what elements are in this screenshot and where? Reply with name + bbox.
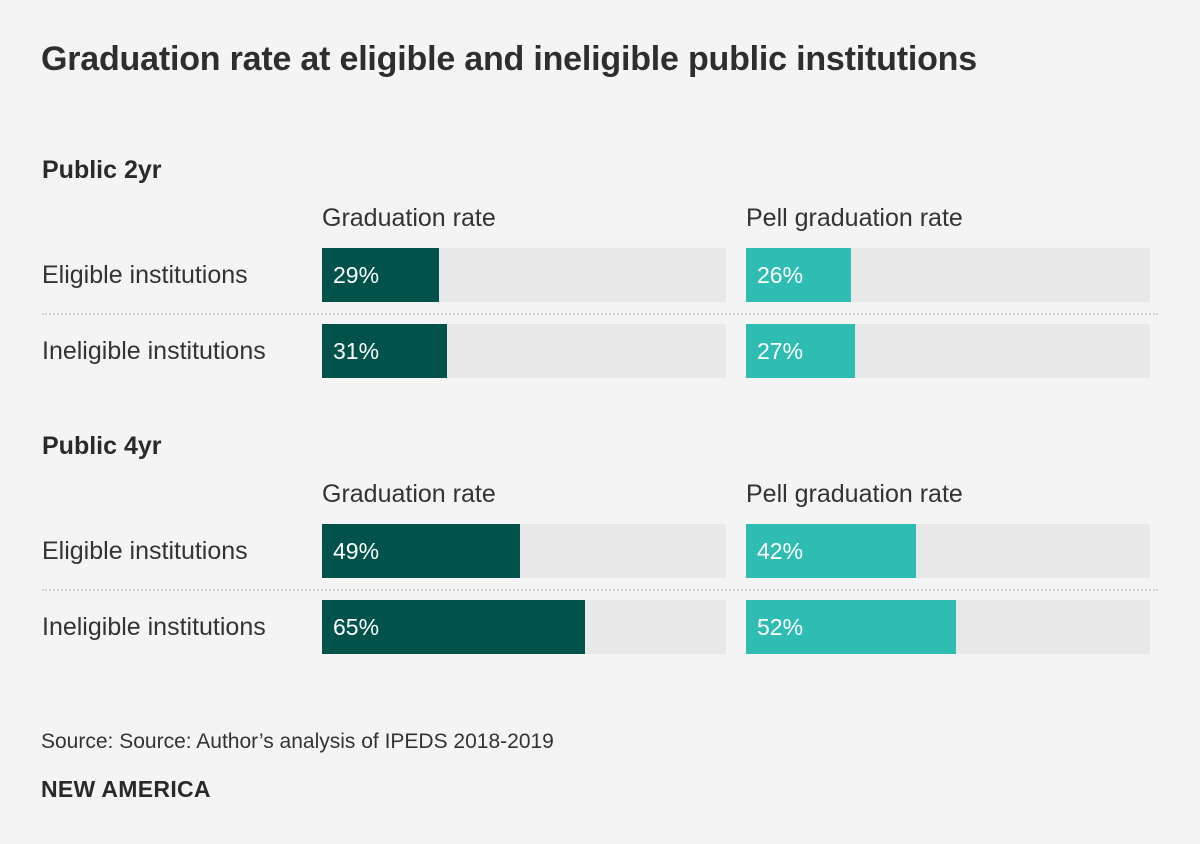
data-label: 26% [757,262,804,288]
bar-graduation-eligible-4yr [322,524,520,578]
bar-graduation-ineligible-4yr [322,600,585,654]
panel-title: Public 4yr [42,432,162,460]
row-divider [42,313,1158,315]
row-divider [42,589,1158,591]
panel-title: Public 2yr [42,156,162,184]
bar-track: 42% [746,524,1150,578]
bar-pell-ineligible-4yr [746,600,956,654]
row-label-eligible: Eligible institutions [42,537,248,565]
column-header-pell-graduation-rate: Pell graduation rate [746,480,963,508]
bar-track: 31% [322,324,726,378]
data-label: 31% [333,338,380,364]
bar-pell-ineligible-2yr [746,324,855,378]
bar-track: 29% [322,248,726,302]
column-header-graduation-rate: Graduation rate [322,480,496,508]
brand-logo-text: NEW AMERICA [41,776,211,802]
column-header-pell-graduation-rate: Pell graduation rate [746,204,963,232]
bar-pell-eligible-2yr [746,248,851,302]
bar-track: 26% [746,248,1150,302]
bar-pell-eligible-4yr [746,524,916,578]
chart-title: Graduation rate at eligible and ineligib… [41,40,977,78]
data-label: 52% [757,614,804,640]
row-label-ineligible: Ineligible institutions [42,337,266,365]
row-label-eligible: Eligible institutions [42,261,248,289]
data-label: 65% [333,614,380,640]
source-note: Source: Source: Author’s analysis of IPE… [41,730,554,753]
bar-graduation-eligible-2yr [322,248,439,302]
bar-track: 52% [746,600,1150,654]
data-label: 29% [333,262,380,288]
bar-graduation-ineligible-2yr [322,324,447,378]
bar-track: 49% [322,524,726,578]
bar-track: 27% [746,324,1150,378]
data-label: 27% [757,338,804,364]
bar-track: 65% [322,600,726,654]
column-header-graduation-rate: Graduation rate [322,204,496,232]
row-label-ineligible: Ineligible institutions [42,613,266,641]
data-label: 42% [757,538,804,564]
data-label: 49% [333,538,380,564]
